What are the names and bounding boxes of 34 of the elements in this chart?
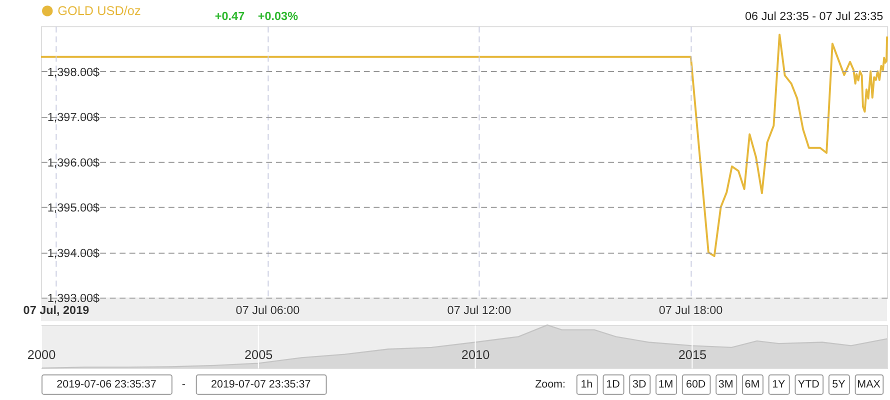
text: +0.03% (258, 10, 299, 24)
y-tick-label: 1,397.00$ (47, 111, 100, 124)
text: 1M (658, 378, 674, 391)
text: 6M (744, 378, 760, 391)
text: YTD (798, 378, 820, 391)
y-tick-label: 1,395.00$ (47, 202, 100, 215)
y-tick-label: 1,396.00$ (47, 156, 100, 170)
text: 2019-07-07 23:35:37 (211, 378, 311, 391)
text: 1h (580, 378, 593, 391)
x-tick-label: 07 Jul, 2019 (23, 304, 90, 317)
text: 5Y (832, 378, 846, 391)
text: +0.47 (214, 10, 245, 24)
x-tick-label: 2010 (461, 348, 490, 362)
line-series (40, 34, 888, 258)
x-tick-label: 2000 (27, 348, 56, 362)
x-tick-label: 2005 (244, 348, 273, 362)
x-tick-label: 07 Jul 12:00 (447, 304, 512, 317)
legend-label: GOLD USD/oz (58, 4, 141, 18)
y-tick-label: 1,394.00$ (47, 246, 100, 260)
text: 06 Jul 23:35 - 07 Jul 23:35 (745, 10, 884, 24)
x-tick-label: 07 Jul 18:00 (658, 304, 724, 317)
text: 1Y (772, 378, 786, 391)
text: Zoom: (535, 378, 566, 391)
y-tick-label: 1,393.00$ (47, 292, 100, 306)
y-tick-label: 1,398.00$ (47, 66, 100, 79)
x-tick-label: 07 Jul 06:00 (236, 304, 300, 317)
text: 60D (686, 378, 706, 391)
x-tick-label: 2015 (678, 348, 707, 362)
text: MAX (857, 378, 880, 391)
text: 2019-07-06 23:35:37 (56, 378, 156, 391)
text: 3M (718, 378, 734, 391)
text: 1D (606, 378, 620, 391)
text: - (182, 378, 186, 391)
text: 3D (632, 378, 647, 391)
